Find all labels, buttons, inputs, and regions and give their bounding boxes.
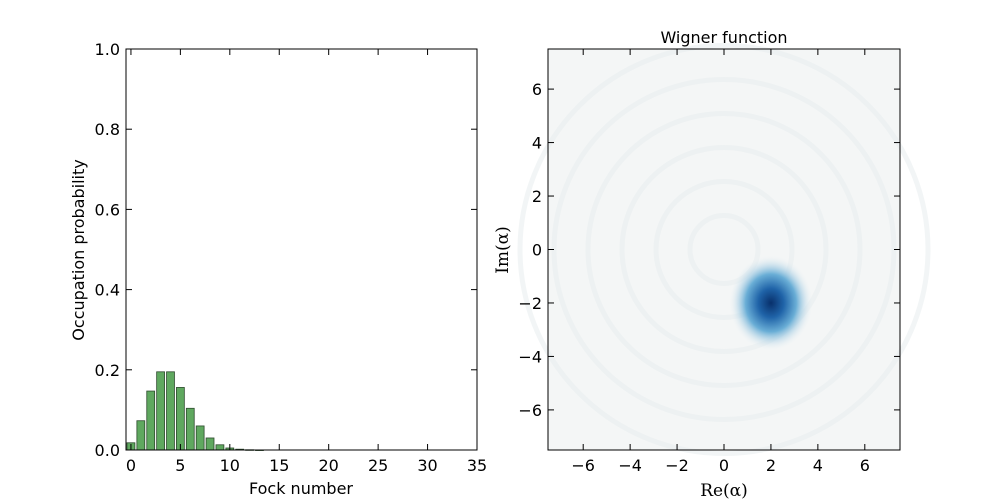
bar-x-axis-label: Fock number [249,479,353,498]
bar-fock-7 [195,425,205,451]
wigner-x-axis-label: Re(α) [700,481,748,500]
bar-x-tick-label: 35 [467,456,487,475]
wigner-x-tick-label: −6 [571,456,595,475]
bar-plot-area [126,49,477,450]
wigner-x-ticks: −6 −4 −2 0 2 4 6 [571,49,870,475]
wigner-y-tick-label: 2 [532,187,542,206]
wigner-y-tick-label: −6 [518,401,542,420]
bar-x-tick-label: 5 [175,456,185,475]
bar-y-tick-label: 0.4 [95,281,120,300]
bar-y-tick-label: 0.0 [95,441,120,460]
bar-x-tick-label: 0 [126,456,136,475]
bar-x-tick-label: 10 [220,456,240,475]
bar-fock-4 [166,371,175,451]
wigner-y-tick-label: 0 [532,241,542,260]
wigner-ripple-ring [585,111,863,388]
wigner-peak [728,254,814,352]
bar-y-tick-label: 0.8 [95,120,120,139]
bar-y-axis-label: Occupation probability [69,159,88,340]
bar-x-tick-label: 30 [417,456,437,475]
bar-fock-9 [215,444,225,451]
wigner-y-tick-label: −4 [518,347,542,366]
bar-x-tick-label: 25 [368,456,388,475]
bar-fock-3 [156,371,165,451]
bar-fock-5 [176,387,185,451]
wigner-y-ticks: −6 −4 −2 0 2 4 6 [518,80,900,420]
wigner-title: Wigner function [660,28,787,47]
wigner-x-tick-label: 4 [813,456,823,475]
wigner-x-tick-label: 2 [766,456,776,475]
bar-plot-frame [125,48,478,451]
bar-x-tick-label: 15 [269,456,289,475]
wigner-ripple-ring [653,179,795,320]
fock-bar-chart: 0 5 10 15 20 25 30 35 0.0 0.2 0.4 0.6 0.8 1.0 Fock n… [69,40,487,498]
wigner-x-tick-label: −2 [665,456,689,475]
wigner-plot-area [548,49,900,450]
bar-y-ticks: 0.0 0.2 0.4 0.6 0.8 1.0 [95,40,477,460]
bar-y-tick-label: 0.2 [95,361,120,380]
wigner-ripple-ring [619,145,829,354]
bar-fock-2 [146,390,156,451]
wigner-plot-frame [547,48,901,451]
bar-x-tick-label: 20 [319,456,339,475]
wigner-y-tick-label: −2 [518,294,542,313]
wigner-x-tick-label: 6 [860,456,870,475]
wigner-y-tick-label: 4 [532,134,542,153]
wigner-ripple-ring [517,43,931,456]
bar-y-tick-label: 1.0 [95,40,120,59]
bar-y-tick-label: 0.6 [95,200,120,219]
wigner-x-tick-label: −4 [618,456,642,475]
wigner-ripple-ring [687,213,761,286]
wigner-y-tick-label: 6 [532,80,542,99]
wigner-heatmap: Wigner function −6 −4 −2 0 2 4 6 −6 −4 −2 0 2 4 6 Re… [493,28,931,500]
wigner-x-tick-label: 0 [719,456,729,475]
bar-fock-1 [136,420,146,451]
bar-fock-6 [185,407,195,451]
bar-fock-8 [205,437,215,451]
wigner-y-axis-label: Im(α) [493,226,513,274]
bar-x-ticks: 0 5 10 15 20 25 30 35 [126,49,487,475]
